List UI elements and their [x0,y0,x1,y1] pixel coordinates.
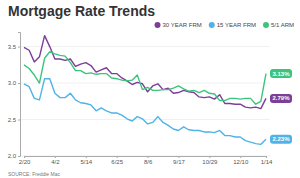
x-tick-mark [24,156,25,158]
y-tick-label: 3.0 [8,80,17,86]
x-tick-label: 12/10 [233,159,249,165]
y-tick-label: 2.5 [8,117,17,123]
plot-area [24,36,266,145]
source: SOURCE: Freddie Mac [8,171,60,177]
x-tick-mark [178,156,179,158]
legend-swatch [209,22,215,28]
x-tick-label: 4/2 [51,159,60,165]
y-axis-line [18,33,21,157]
data-label-badge [270,94,292,103]
y-tick: 3.0 [8,80,20,86]
legend-item: 15 YEAR FRM [209,22,256,28]
data-label: 2.79% [270,94,292,103]
x-tick-mark [148,156,149,158]
x-tick-mark [117,156,118,158]
x-tick: 6/25 [111,156,123,165]
y-tick-label: 2.0 [8,153,17,159]
x-tick: 8/6 [144,156,153,165]
data-label: 3.13% [270,69,292,78]
x-tick-label: 9/17 [173,159,185,165]
x-tick-mark [55,156,56,158]
x-axis: 2/20 4/2 5/14 6/25 8/6 9/17 10/29 12/10 1/14 [19,156,273,165]
x-tick-label: 2/20 [19,159,31,165]
grid-line [20,83,270,84]
legend-swatch [263,22,269,28]
x-tick-mark [240,156,241,158]
legend-item: 30 YEAR FRM [155,22,202,28]
data-label-text: 3.13% [273,71,291,77]
grid-line [20,119,270,120]
legend-swatch [155,22,161,28]
data-label-badge [270,135,292,144]
x-tick: 12/10 [233,156,249,165]
y-axis: 2.0 2.5 3.0 3.5 [8,33,21,160]
x-axis-line [25,157,267,159]
data-label-text: 2.23% [273,136,291,142]
legend-label: 5/1 ARM [271,22,294,28]
x-tick: 10/29 [202,156,218,165]
grid [20,47,270,156]
x-tick: 5/14 [80,156,92,165]
x-tick: 9/17 [173,156,185,165]
y-tick-mark [18,156,20,157]
x-tick: 4/2 [51,156,60,165]
legend: 30 YEAR FRM 15 YEAR FRM 5/1 ARM [155,22,294,28]
x-tick-mark [266,156,267,158]
x-tick-label: 5/14 [80,159,92,165]
data-label-badge [270,69,292,78]
data-label-text: 2.79% [273,95,291,101]
x-tick-mark [209,156,210,158]
data-labels: 2.79% 2.23% 3.13% [270,69,292,144]
legend-label: 30 YEAR FRM [163,22,202,28]
y-tick: 2.5 [8,117,20,123]
y-tick-mark [18,47,20,48]
y-tick-mark [18,120,20,121]
legend-item: 5/1 ARM [263,22,294,28]
data-label: 2.23% [270,135,292,144]
y-tick: 3.5 [8,44,20,50]
x-tick: 2/20 [19,156,31,165]
grid-line [20,46,270,47]
title: Mortgage Rate Trends [8,3,155,19]
x-tick-mark [86,156,87,158]
x-tick-label: 1/14 [261,159,273,165]
x-tick-label: 10/29 [202,159,218,165]
x-tick-label: 6/25 [111,159,123,165]
chart: Mortgage Rate Trends SOURCE: Freddie Mac 2… [0,0,300,178]
y-tick-mark [18,83,20,84]
y-tick-label: 3.5 [8,44,17,50]
series-line [24,52,266,105]
x-tick-label: 8/6 [144,159,153,165]
legend-label: 15 YEAR FRM [217,22,256,28]
x-tick: 1/14 [261,156,273,165]
